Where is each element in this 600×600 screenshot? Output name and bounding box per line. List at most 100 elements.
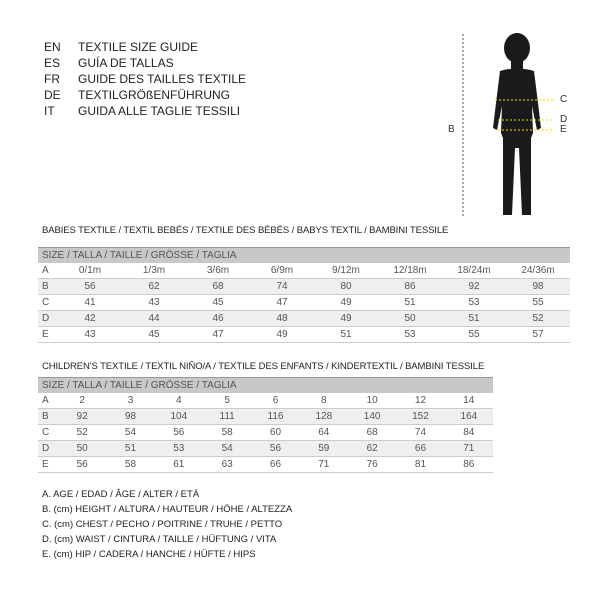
table-cell: 98	[106, 408, 155, 425]
table-cell: 12/18m	[378, 263, 442, 279]
table-row: C 52 54 56 58 60 64 68 74 84	[38, 424, 493, 441]
table-cell: 62	[347, 440, 397, 457]
header-cell: SIZE / TALLA / TAILLE / GRÖSSE / TAGLIA	[38, 247, 570, 263]
header-cell: SIZE / TALLA / TAILLE / GRÖSSE / TAGLIA	[38, 377, 493, 393]
row-label: B	[38, 408, 58, 425]
table-header-row: SIZE / TALLA / TAILLE / GRÖSSE / TAGLIA	[38, 377, 493, 393]
lang-text: GUÍA DE TALLAS	[78, 56, 174, 70]
table-cell: 57	[506, 326, 570, 343]
table-cell: 8	[299, 393, 348, 409]
table-cell: 12	[396, 393, 445, 409]
table-row: E 43 45 47 49 51 53 55 57	[38, 326, 570, 343]
legend: A. AGE / EDAD / ÂGE / ALTER / ETÀ B. (cm…	[42, 487, 292, 562]
table-cell: 47	[186, 326, 250, 343]
babies-size-table: SIZE / TALLA / TAILLE / GRÖSSE / TAGLIA A…	[38, 247, 570, 343]
table-cell: 5	[202, 393, 252, 409]
table-cell: 52	[506, 310, 570, 327]
table-cell: 56	[251, 440, 300, 457]
table-cell: 66	[251, 456, 300, 473]
table-cell: 128	[299, 408, 348, 425]
table-cell: 56	[58, 456, 107, 473]
table-cell: 76	[347, 456, 397, 473]
table-cell: 84	[444, 424, 493, 441]
row-label: B	[38, 278, 58, 295]
table-row: D 42 44 46 48 49 50 51 52	[38, 310, 570, 327]
table-cell: 164	[444, 408, 493, 425]
lang-en: EN TEXTILE SIZE GUIDE	[0, 39, 300, 55]
children-table-title: CHILDREN'S TEXTILE / TEXTIL NIÑO/A / TEX…	[42, 361, 485, 372]
table-row: A 0/1m 1/3m 3/6m 6/9m 9/12m 12/18m 18/24m 24/36m	[38, 263, 570, 279]
table-cell: 51	[442, 310, 506, 327]
table-cell: 24/36m	[506, 263, 570, 279]
legend-waist: D. (cm) WAIST / CINTURA / TAILLE / HÜFTU…	[42, 534, 277, 545]
row-label: E	[38, 326, 58, 343]
table-cell: 54	[202, 440, 252, 457]
table-cell: 81	[396, 456, 445, 473]
label-b: B	[448, 124, 455, 135]
lang-it: IT GUIDA ALLE TAGLIE TESSILI	[0, 103, 300, 119]
table-cell: 92	[58, 408, 107, 425]
table-cell: 68	[186, 278, 250, 295]
lang-code: EN	[44, 40, 61, 54]
table-cell: 55	[442, 326, 506, 343]
lang-code: IT	[44, 104, 55, 118]
lang-de: DE TEXTILGRÖßENFÜHRUNG	[0, 87, 300, 103]
table-cell: 71	[299, 456, 348, 473]
table-cell: 64	[299, 424, 348, 441]
lang-text: TEXTILGRÖßENFÜHRUNG	[78, 88, 231, 102]
table-cell: 66	[396, 440, 445, 457]
row-label: C	[38, 424, 58, 441]
table-cell: 49	[314, 294, 378, 311]
table-cell: 68	[347, 424, 397, 441]
table-row: D 50 51 53 54 56 59 62 66 71	[38, 440, 493, 457]
table-cell: 92	[442, 278, 506, 295]
table-cell: 111	[202, 408, 252, 425]
row-label: D	[38, 310, 58, 327]
children-size-table: SIZE / TALLA / TAILLE / GRÖSSE / TAGLIA A…	[38, 377, 493, 473]
lang-code: ES	[44, 56, 61, 70]
table-cell: 56	[58, 278, 122, 295]
lang-text: GUIDA ALLE TAGLIE TESSILI	[78, 104, 241, 118]
lang-fr: FR GUIDE DES TAILLES TEXTILE	[0, 71, 300, 87]
table-cell: 2	[58, 393, 107, 409]
label-c: C	[560, 94, 568, 105]
table-row: E 56 58 61 63 66 71 76 81 86	[38, 456, 493, 473]
table-cell: 52	[58, 424, 107, 441]
table-cell: 53	[154, 440, 203, 457]
table-cell: 6/9m	[250, 263, 314, 279]
table-cell: 45	[122, 326, 186, 343]
table-cell: 61	[154, 456, 203, 473]
table-cell: 48	[250, 310, 314, 327]
table-cell: 50	[378, 310, 442, 327]
lang-code: DE	[44, 88, 61, 102]
lang-text: GUIDE DES TAILLES TEXTILE	[78, 72, 247, 86]
table-cell: 44	[122, 310, 186, 327]
table-cell: 63	[202, 456, 252, 473]
table-cell: 54	[106, 424, 155, 441]
legend-age: A. AGE / EDAD / ÂGE / ALTER / ETÀ	[42, 489, 200, 500]
table-cell: 59	[299, 440, 348, 457]
row-label: C	[38, 294, 58, 311]
table-cell: 3	[106, 393, 155, 409]
lang-text: TEXTILE SIZE GUIDE	[78, 40, 199, 54]
table-cell: 50	[58, 440, 107, 457]
table-cell: 116	[251, 408, 300, 425]
babies-table-title: BABIES TEXTILE / TEXTIL BEBÉS / TEXTILE …	[42, 225, 449, 236]
table-row: B 92 98 104 111 116 128 140 152 164	[38, 408, 493, 425]
table-cell: 51	[106, 440, 155, 457]
lang-code: FR	[44, 72, 60, 86]
table-cell: 98	[506, 278, 570, 295]
table-cell: 49	[314, 310, 378, 327]
table-cell: 43	[58, 326, 122, 343]
child-silhouette-figure	[462, 33, 555, 216]
table-cell: 86	[444, 456, 493, 473]
table-cell: 74	[250, 278, 314, 295]
table-cell: 4	[154, 393, 203, 409]
child-silhouette	[493, 33, 541, 215]
table-cell: 3/6m	[186, 263, 250, 279]
table-cell: 0/1m	[58, 263, 122, 279]
table-cell: 46	[186, 310, 250, 327]
table-cell: 56	[154, 424, 203, 441]
row-label: A	[38, 263, 58, 279]
table-cell: 80	[314, 278, 378, 295]
